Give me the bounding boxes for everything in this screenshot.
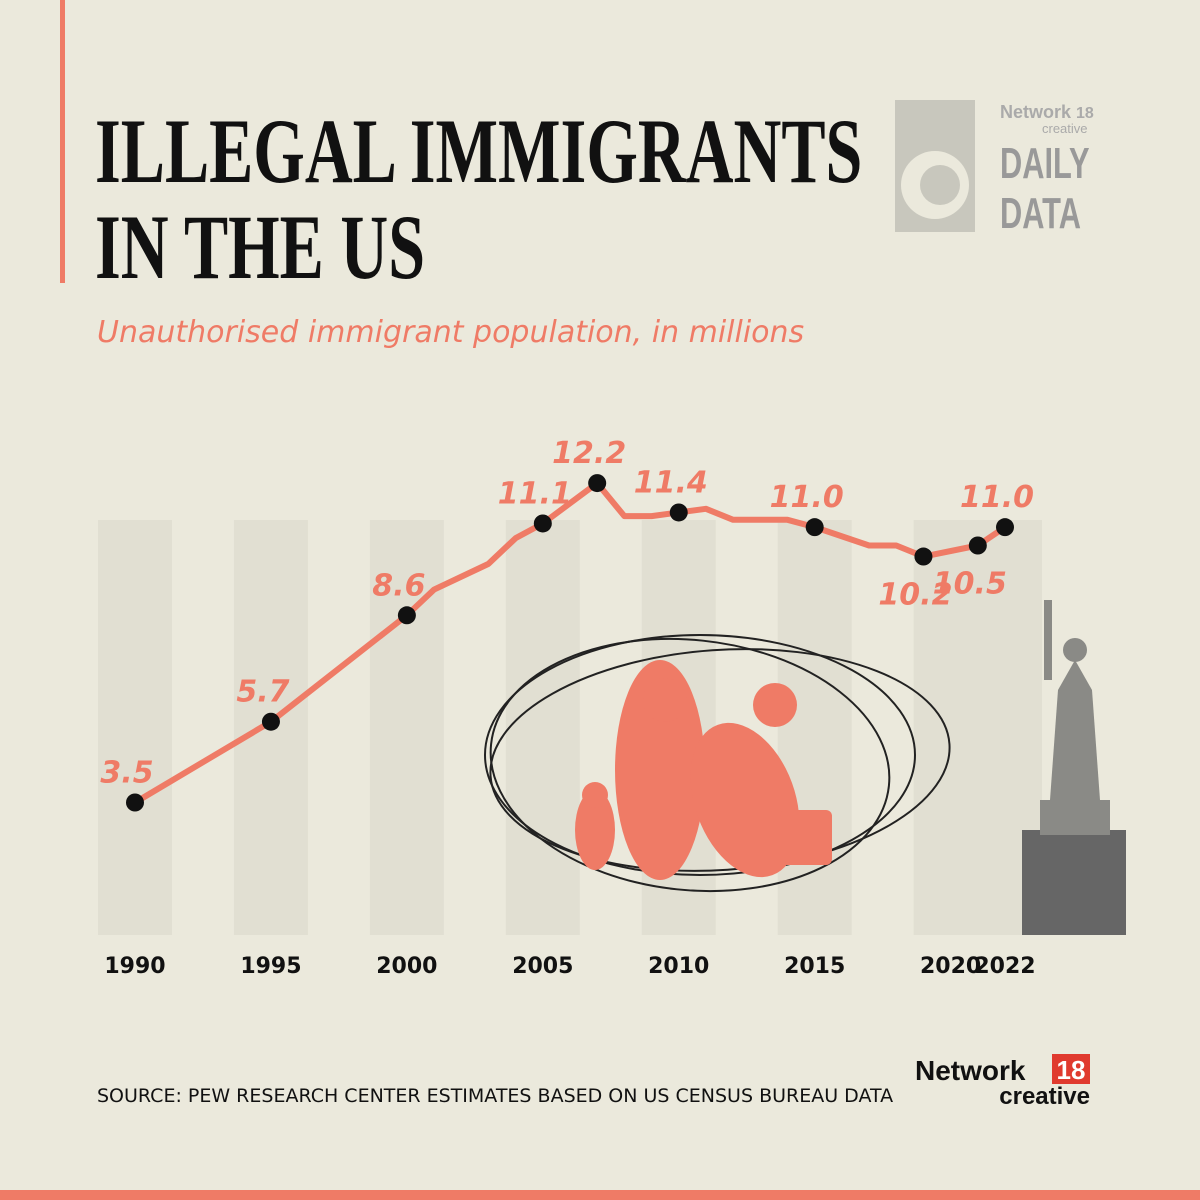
- data-point: [397, 606, 416, 625]
- data-label: 12.2: [552, 436, 626, 471]
- x-tick-label: 2022: [974, 954, 1035, 979]
- x-tick-label: 2015: [784, 954, 845, 979]
- data-label: 11.4: [634, 465, 708, 500]
- bottom-bar: [0, 1190, 1200, 1200]
- figure: [643, 678, 687, 722]
- logo-brand: Network: [1000, 102, 1072, 122]
- data-label: 8.6: [372, 568, 425, 603]
- figure: [615, 660, 705, 880]
- data-point: [914, 547, 933, 566]
- data-point: [588, 474, 607, 493]
- logo-top: Network 18 creative DAILY DATA: [895, 100, 1094, 238]
- subtitle: Unauthorised immigrant population, in mi…: [97, 315, 804, 350]
- title: ILLEGAL IMMIGRANTS IN THE US: [95, 102, 862, 299]
- title-line: IN THE US: [95, 198, 425, 299]
- statue: [1022, 600, 1126, 935]
- figure: [575, 790, 615, 870]
- logo-sub: creative: [999, 1083, 1090, 1110]
- logo-badge: [1052, 1054, 1090, 1084]
- figure: [690, 722, 800, 878]
- illustration: [484, 634, 951, 893]
- statue-arm: [1044, 600, 1052, 680]
- data-label: 3.5: [100, 756, 153, 791]
- data-point: [533, 514, 552, 533]
- statue-pedestal: [1022, 830, 1126, 935]
- logo-bottom: Network 18 creative: [915, 1054, 1090, 1110]
- data-point: [996, 518, 1014, 537]
- barbed-wire: [489, 637, 891, 893]
- statue-body: [1050, 660, 1100, 800]
- statue-base: [1040, 800, 1110, 835]
- figure: [582, 782, 608, 808]
- data-label: 10.2: [878, 578, 952, 613]
- data-point: [669, 503, 688, 522]
- figure: [753, 683, 797, 727]
- data-label: 10.5: [933, 567, 1007, 602]
- column-stripe: [505, 520, 580, 935]
- line: [133, 480, 1007, 806]
- data-point: [126, 793, 144, 812]
- barbed-wire: [484, 634, 916, 876]
- logo-line: DATA: [1000, 190, 1081, 239]
- source: SOURCE: PEW RESEARCH CENTER ESTIMATES BA…: [97, 1085, 893, 1107]
- logo-number: 18: [1057, 1055, 1086, 1085]
- x-tick-label: 1990: [104, 954, 165, 979]
- logo-sub: creative: [1042, 121, 1088, 136]
- logo-brand: Network: [915, 1055, 1026, 1086]
- title-line: ILLEGAL IMMIGRANTS: [95, 102, 862, 203]
- data-label: 5.7: [236, 675, 289, 710]
- x-tick-label: 2000: [376, 954, 437, 979]
- logo-shape: [920, 165, 960, 205]
- column-stripe: [98, 520, 172, 935]
- bag: [780, 810, 832, 865]
- accent-bar: [60, 0, 65, 283]
- x-tick-label: 2010: [648, 954, 709, 979]
- x-tick-label: 1995: [240, 954, 301, 979]
- x-tick-label: 2005: [512, 954, 573, 979]
- barbed-wire: [489, 648, 951, 872]
- logo-number: 18: [1076, 105, 1094, 122]
- x-tick-label: 2020: [920, 954, 981, 979]
- data-label: 11.1: [498, 476, 572, 511]
- data-label: 11.0: [770, 480, 844, 515]
- data-label: 11.0: [960, 480, 1034, 515]
- data-point: [805, 518, 824, 537]
- column-stripe: [777, 520, 852, 935]
- data-point: [968, 536, 987, 555]
- illustration-figures: [575, 660, 832, 880]
- data-point: [261, 712, 280, 731]
- statue-head: [1063, 638, 1087, 662]
- logo-line: DAILY: [1000, 140, 1090, 189]
